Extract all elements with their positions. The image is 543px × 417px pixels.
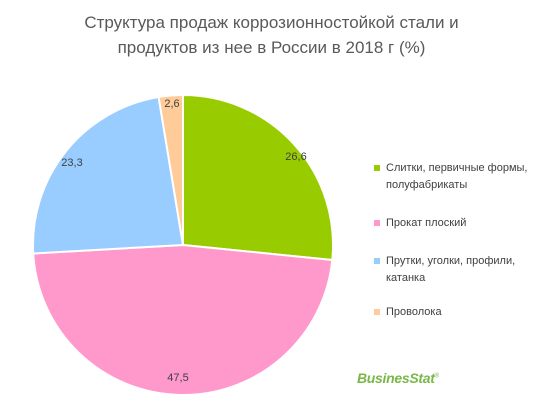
logo-text: BusinesStat	[357, 370, 435, 386]
legend-label-ingots-line-1: Слитки, первичные формы,	[386, 162, 528, 174]
legend-item-ingots: Слитки, первичные формы, полуфабрикаты	[374, 160, 539, 194]
legend-swatch-bars	[374, 258, 380, 264]
legend-swatch-wire	[374, 309, 380, 315]
chart-title-line-1: Структура продаж коррозионностойкой стал…	[84, 13, 459, 32]
legend-label-bars-line-2: катанка	[386, 272, 426, 284]
businesstat-logo: BusinesStat®	[357, 370, 439, 386]
legend-item-bars: Прутки, уголки, профили, катанка	[374, 253, 539, 287]
pie-label-wire: 2,6	[164, 98, 179, 110]
pie-slice-wire	[157, 93, 184, 246]
chart-title: Структура продаж коррозионностойкой стал…	[0, 10, 543, 60]
pie-data-labels: 26,6 47,5 23,3 2,6	[61, 98, 306, 384]
logo-registered-mark: ®	[434, 373, 439, 380]
legend-label-bars-line-1: Прутки, уголки, профили,	[386, 255, 516, 267]
pie-slice-bars	[32, 95, 185, 255]
chart-title-line-2: продуктов из нее в России в 2018 г (%)	[117, 38, 426, 57]
legend-label-ingots-line-2: полуфабрикаты	[386, 179, 468, 191]
pie-label-ingots: 26,6	[285, 151, 306, 163]
pie-slice-ingots	[182, 93, 334, 262]
pie-slice-flat-rolled	[32, 243, 334, 396]
legend-label-flat-rolled: Прокат плоский	[386, 217, 467, 229]
legend-label-wire: Проволока	[386, 306, 442, 318]
pie-label-flat-rolled: 47,5	[167, 372, 188, 384]
legend: Слитки, первичные формы, полуфабрикаты П…	[374, 160, 539, 321]
legend-item-flat-rolled: Прокат плоский	[374, 215, 539, 232]
pie-label-bars: 23,3	[61, 157, 82, 169]
pie-slices	[32, 93, 334, 396]
legend-swatch-ingots	[374, 165, 380, 171]
legend-swatch-flat-rolled	[374, 220, 380, 226]
legend-item-wire: Проволока	[374, 304, 539, 321]
